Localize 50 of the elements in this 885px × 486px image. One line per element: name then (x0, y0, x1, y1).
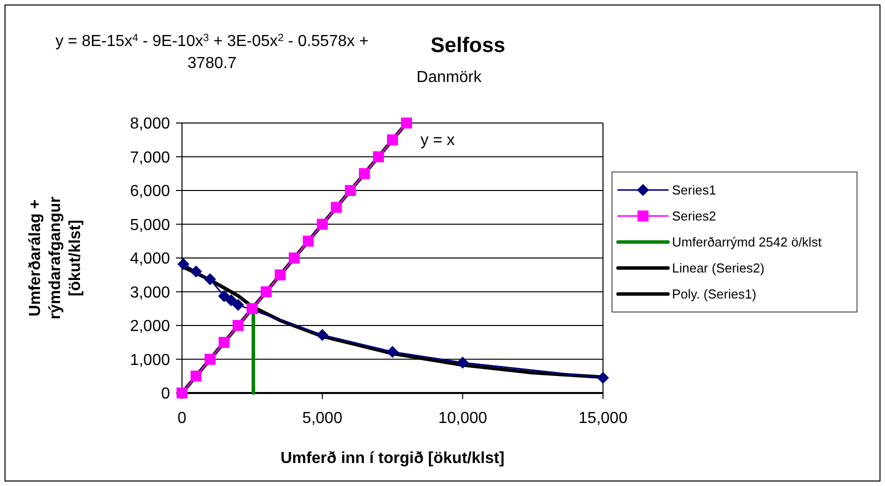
point (401, 118, 412, 128)
annotation: y = x (420, 132, 455, 149)
point (190, 370, 202, 382)
point (386, 346, 398, 358)
legend-label: Series1 (672, 182, 716, 198)
y-tick-label: 3,000 (130, 284, 170, 302)
y-tick-label: 5,000 (130, 216, 170, 234)
point (288, 252, 300, 264)
y-axis-title: Umferðarálag + rýmdarafgangur [ökut/klst] (27, 196, 84, 320)
legend-label: Umferðarrýmd 2542 ö/klst (672, 234, 822, 250)
point (260, 286, 272, 298)
y-tick-label: 1,000 (130, 352, 170, 369)
point (204, 273, 216, 286)
point (177, 258, 190, 270)
point (218, 290, 230, 302)
y-tick-label: 6,000 (130, 183, 170, 200)
point (204, 354, 216, 365)
point (232, 320, 244, 331)
y-tick-label: 8,000 (130, 116, 170, 133)
x-tick-label: 15,000 (578, 410, 628, 427)
x-axis-title: Umferð inn í torgið [ökut/klst] (280, 450, 504, 467)
point (302, 236, 314, 247)
y-tick-label: 7,000 (130, 149, 170, 166)
legend-label: Poly. (Series1) (672, 286, 756, 302)
chart-subtitle: Danmörk (416, 69, 482, 86)
point (330, 202, 342, 213)
point (597, 372, 609, 384)
point (316, 218, 328, 230)
point (190, 266, 202, 278)
x-tick-label: 10,000 (438, 410, 488, 427)
point (225, 294, 238, 306)
legend-label: Linear (Series2) (672, 260, 764, 276)
point (218, 336, 230, 348)
point (344, 185, 356, 196)
y-tick-label: 2,000 (130, 318, 170, 336)
point (456, 356, 469, 369)
text: y = 8E-15x$^{4}$ - 9E-10x$^{3}$ + 3E-05x$^{2}$ - 0.5578x + 3780.7 (55, 32, 369, 72)
point (232, 298, 244, 311)
point (316, 328, 328, 341)
x-tick-label: 0 (178, 410, 187, 427)
point (358, 168, 370, 180)
chart-title: Selfoss (430, 34, 506, 57)
x-tick-label: 5,000 (302, 410, 342, 427)
point (372, 151, 384, 162)
point (246, 303, 258, 314)
point (387, 134, 398, 146)
legend-label: Series2 (672, 208, 716, 224)
point (274, 269, 286, 280)
y-tick-label: 4,000 (130, 250, 170, 268)
y-tick-label: 0 (161, 386, 170, 403)
